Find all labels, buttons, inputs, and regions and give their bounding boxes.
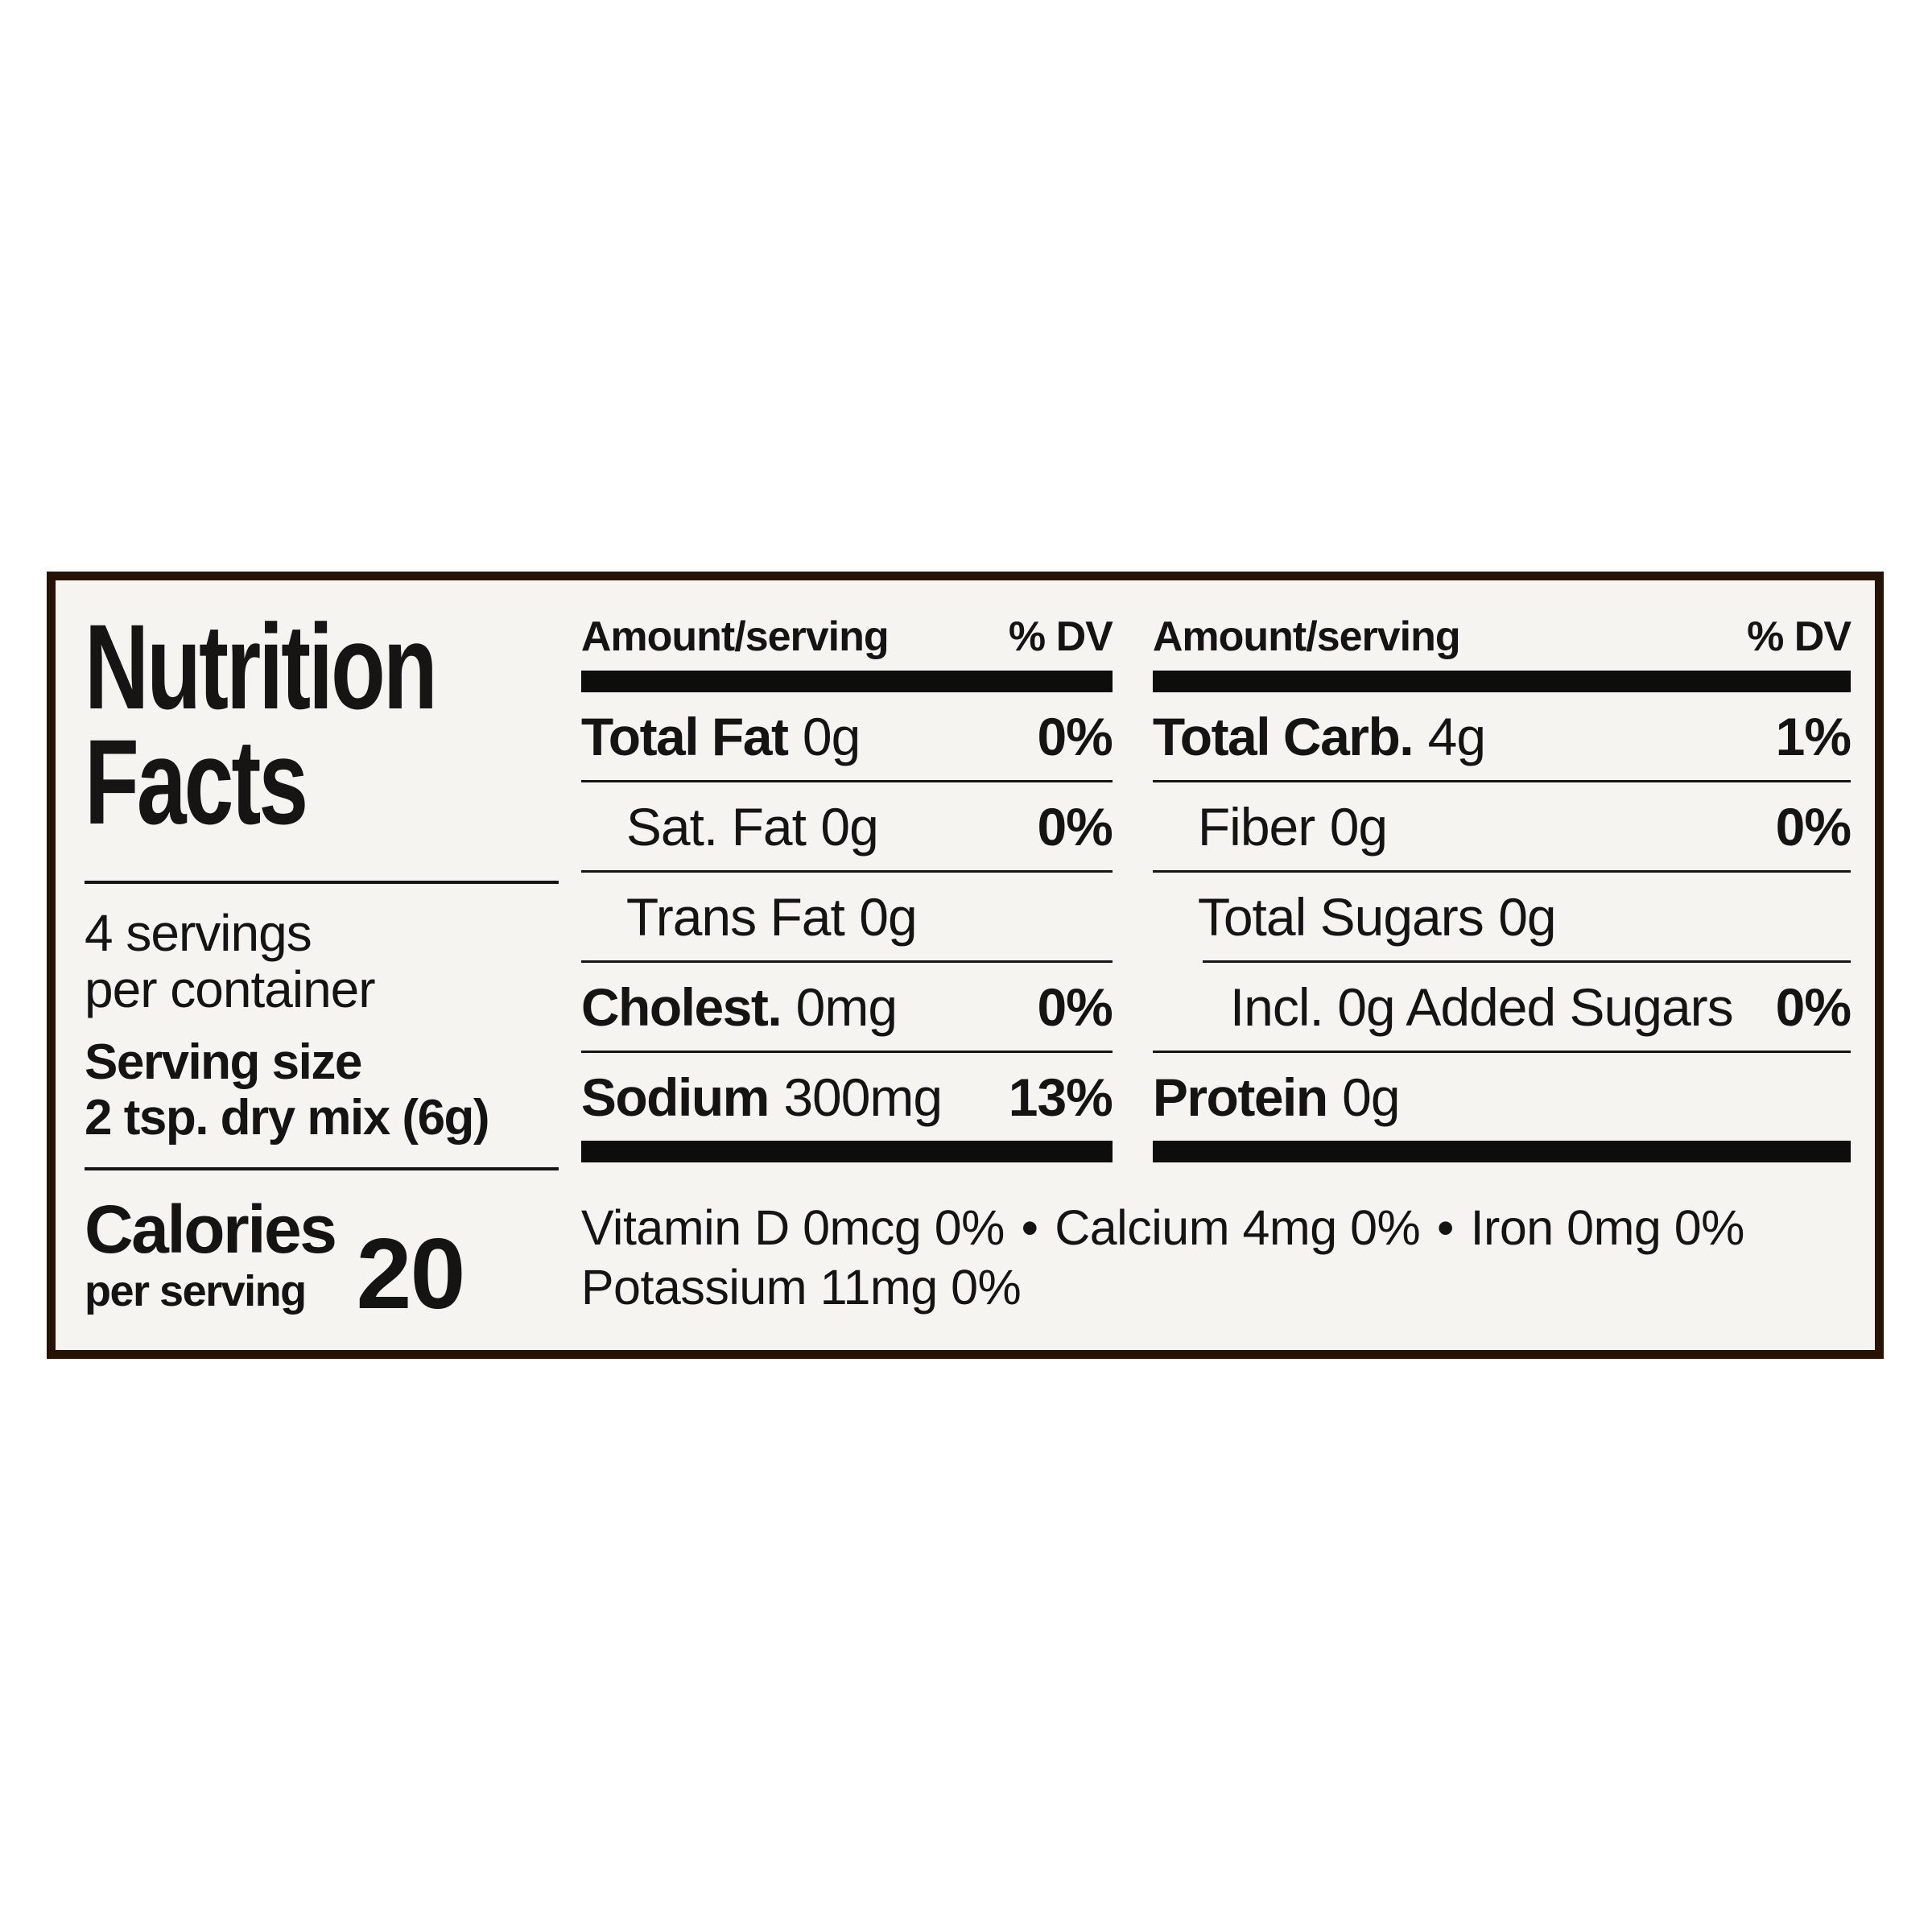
divider — [1152, 1051, 1851, 1053]
divider — [580, 780, 1113, 782]
label-title: Nutrition Facts — [85, 599, 438, 849]
divider — [1152, 870, 1851, 873]
nutrient-row-fiber: Fiber 0g 0% — [1153, 782, 1852, 870]
divider — [1152, 780, 1851, 782]
amount-serving-header: Amount/serving — [580, 613, 890, 660]
nutrient-row-sodium: Sodium 300mg 13% — [581, 1053, 1113, 1141]
footnote-iron: Iron 0mg 0% — [1470, 1200, 1745, 1255]
thick-bar — [1152, 671, 1851, 692]
nutrient-row-total-fat: Total Fat 0g 0% — [581, 692, 1113, 780]
nutrient-columns: Amount/serving % DV Total Fat 0g 0% Sat. … — [580, 609, 1852, 1162]
nutrient-dv: 0% — [1037, 796, 1113, 857]
thick-bar — [580, 671, 1113, 692]
nutrient-name: Total Carb. — [1152, 706, 1414, 766]
label-title-line1: Nutrition — [85, 599, 438, 734]
divider — [580, 1051, 1113, 1053]
nutrient-name: Cholest. — [580, 976, 782, 1037]
vitamins-footnote-line2: Potassium 11mg 0% — [580, 1260, 1022, 1315]
nutrient-amount: 0mg — [795, 976, 898, 1037]
nutrient-amount: 300mg — [783, 1067, 943, 1127]
vitamins-footnote-line1: Vitamin D 0mcg 0% • Calcium 4mg 0% • Iron 0m… — [581, 1198, 1851, 1257]
amount-serving-header: Amount/serving — [1152, 613, 1461, 660]
nutrient-name: Fiber — [1197, 796, 1315, 857]
nutrient-row-trans-fat: Trans Fat 0g — [581, 873, 1113, 960]
servings-per-container: 4 servings per container — [85, 905, 559, 1018]
nutrient-name: Incl. 0g Added Sugars — [1229, 976, 1734, 1037]
calories-value: 20 — [356, 1218, 466, 1330]
servings-line1: 4 servings — [85, 904, 312, 962]
bullet-separator: • — [1021, 1200, 1038, 1255]
servings-line2: per container — [85, 960, 376, 1019]
bullet-separator: • — [1436, 1200, 1454, 1255]
column-header: Amount/serving % DV — [581, 609, 1113, 671]
calories-label: Calories — [85, 1191, 337, 1267]
percent-dv-header: % DV — [1008, 613, 1113, 660]
percent-dv-header: % DV — [1747, 613, 1852, 660]
nutrient-amount: 0g — [1329, 796, 1388, 857]
nutrient-row-total-sugars: Total Sugars 0g — [1153, 873, 1851, 960]
nutrient-row-cholesterol: Cholest. 0mg 0% — [581, 963, 1113, 1051]
nutrient-name: Sat. Fat — [625, 796, 807, 857]
column-header: Amount/serving % DV — [1152, 609, 1852, 671]
nutrient-amount: 0g — [1342, 1067, 1400, 1127]
thick-bar — [1152, 1141, 1851, 1162]
nutrient-row-protein: Protein 0g — [1153, 1053, 1851, 1141]
footnote-calcium: Calcium 4mg 0% — [1055, 1200, 1421, 1255]
divider — [580, 960, 1113, 963]
serving-size-label: Serving size — [85, 1034, 362, 1090]
calories-block: Calories per serving 20 — [85, 1191, 559, 1330]
nutrient-dv: 0% — [1037, 976, 1113, 1037]
nutrient-dv: 0% — [1037, 706, 1113, 766]
nutrient-column-fat-sodium: Amount/serving % DV Total Fat 0g 0% Sat. … — [580, 609, 1113, 1162]
nutrient-amount: 0g — [802, 706, 861, 766]
nutrient-row-added-sugars: Incl. 0g Added Sugars 0% — [1153, 963, 1852, 1051]
nutrient-amount: 4g — [1427, 706, 1486, 766]
nutrient-name: Total Sugars — [1197, 886, 1484, 947]
footnote-vitamin-d: Vitamin D 0mcg 0% — [580, 1200, 1005, 1255]
divider — [85, 1166, 559, 1170]
vitamins-footnote: Vitamin D 0mcg 0% • Calcium 4mg 0% • Iron 0m… — [581, 1198, 1851, 1318]
serving-size: Serving size 2 tsp. dry mix (6g) — [85, 1034, 559, 1146]
nutrient-column-carb-protein: Amount/serving % DV Total Carb. 4g 1% Fib… — [1152, 609, 1852, 1162]
calories-labels: Calories per serving — [85, 1191, 337, 1316]
serving-size-value: 2 tsp. dry mix (6g) — [85, 1090, 490, 1146]
nutrient-name: Trans Fat — [625, 886, 845, 947]
nutrient-row-sat-fat: Sat. Fat 0g 0% — [581, 782, 1113, 870]
nutrient-name: Total Fat — [580, 706, 789, 766]
divider — [1202, 960, 1851, 963]
nutrient-row-total-carb: Total Carb. 4g 1% — [1152, 692, 1852, 780]
divider — [580, 870, 1113, 873]
nutrient-amount: 0g — [1498, 886, 1556, 947]
nutrient-dv: 0% — [1775, 976, 1852, 1037]
nutrition-facts-label: Nutrition Facts 4 servings per container… — [47, 572, 1884, 1359]
thick-bar — [580, 1141, 1113, 1162]
divider — [85, 881, 559, 884]
calories-per-serving-label: per serving — [85, 1267, 307, 1316]
label-main-area: Amount/serving % DV Total Fat 0g 0% Sat. … — [580, 609, 1852, 1329]
nutrient-amount: 0g — [859, 886, 917, 947]
nutrient-name: Sodium — [580, 1067, 770, 1127]
nutrient-dv: 1% — [1775, 706, 1852, 766]
nutrient-amount: 0g — [820, 796, 878, 857]
label-title-line2: Facts — [85, 713, 308, 849]
nutrient-dv: 0% — [1775, 796, 1852, 857]
nutrient-dv: 13% — [1008, 1067, 1113, 1127]
label-left-column: Nutrition Facts 4 servings per container… — [85, 599, 581, 1330]
nutrient-name: Protein — [1152, 1067, 1328, 1127]
